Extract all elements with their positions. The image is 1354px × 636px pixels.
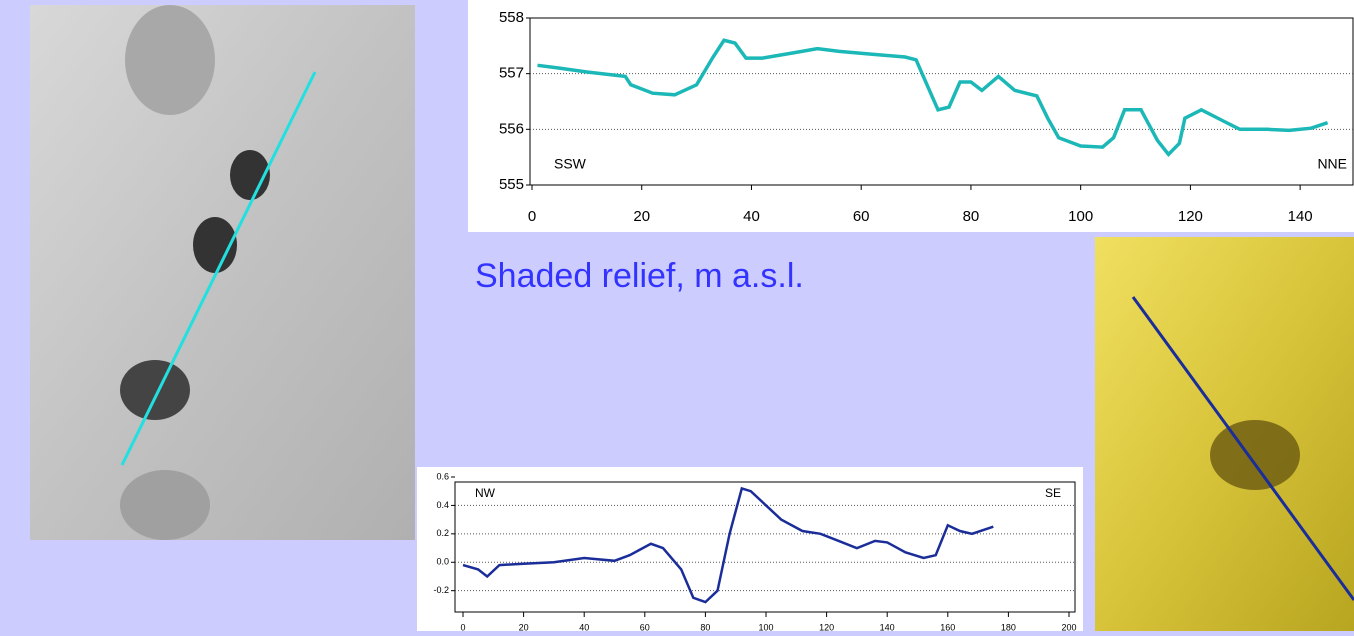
x-tick-label: 200 [1061, 622, 1076, 631]
x-tick-label: 20 [519, 622, 529, 631]
caption: Shaded relief, m a.s.l. [475, 257, 804, 295]
y-tick-label: 555 [499, 176, 524, 193]
y-tick-label: 0.6 [436, 471, 449, 481]
x-tick-label: 100 [1068, 208, 1093, 225]
y-tick-label: 556 [499, 120, 524, 137]
direction-label: SSW [554, 156, 587, 172]
x-tick-label: 20 [633, 208, 650, 225]
x-tick-label: 100 [758, 622, 773, 631]
x-tick-label: 40 [579, 622, 589, 631]
chart-panel [468, 0, 1354, 232]
direction-label: NNE [1317, 156, 1347, 172]
direction-label: NW [475, 486, 496, 500]
x-tick-label: 60 [640, 622, 650, 631]
x-tick-label: 0 [460, 622, 465, 631]
x-tick-label: 60 [853, 208, 870, 225]
x-tick-label: 160 [940, 622, 955, 631]
x-tick-label: 80 [700, 622, 710, 631]
x-tick-label: 140 [1288, 208, 1313, 225]
x-tick-label: 120 [819, 622, 834, 631]
direction-label: SE [1045, 486, 1061, 500]
y-tick-label: 0.0 [436, 557, 449, 567]
y-tick-label: -0.2 [433, 585, 449, 595]
y-tick-label: 558 [499, 9, 524, 26]
yellow-relief-image [1095, 237, 1354, 631]
x-tick-label: 80 [963, 208, 980, 225]
x-tick-label: 40 [743, 208, 760, 225]
x-tick-label: 180 [1001, 622, 1016, 631]
x-tick-label: 0 [528, 208, 536, 225]
y-tick-label: 0.4 [436, 500, 449, 510]
y-tick-label: 557 [499, 65, 524, 82]
y-tick-label: 0.2 [436, 528, 449, 538]
slide: Shaded relief, m a.s.l. 555 556 557 558 0 20 4… [0, 0, 1354, 631]
x-tick-label: 120 [1178, 208, 1203, 225]
x-tick-label: 140 [880, 622, 895, 631]
relief-image [30, 5, 415, 540]
